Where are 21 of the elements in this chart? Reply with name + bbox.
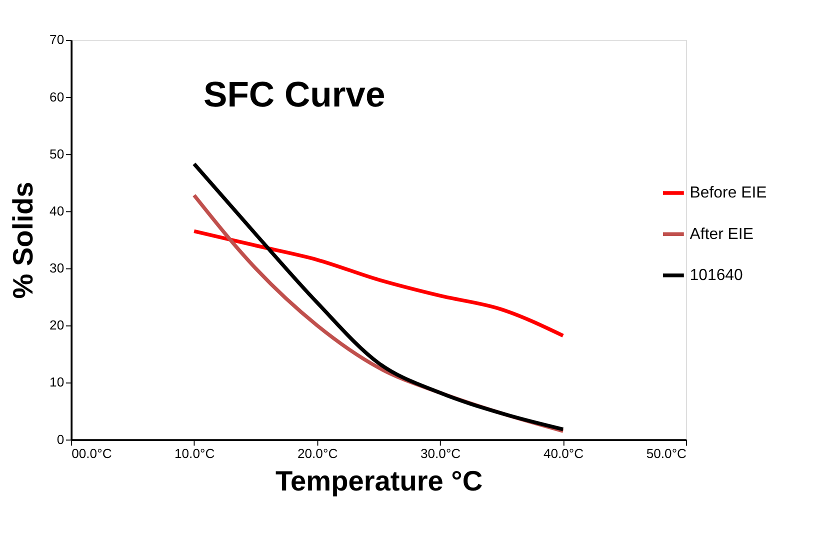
legend-label: Before EIE [690, 184, 767, 202]
x-axis-title: Temperature °C [275, 466, 483, 497]
legend-label: After EIE [690, 226, 754, 243]
y-tick-label: 0 [56, 432, 64, 447]
y-tick-label: 10 [50, 374, 64, 390]
x-tick-label: 20.0°C [297, 446, 338, 461]
x-tick-label: 10.0°C [174, 446, 215, 461]
y-tick-label: 20 [50, 318, 64, 333]
y-tick-label: 30 [50, 260, 64, 276]
x-tick-label: 00.0°C [72, 446, 112, 461]
text: SFC Curve [203, 74, 386, 114]
y-axis-title: % Solids [8, 182, 39, 299]
y-tick-label: 70 [50, 32, 64, 48]
x-tick-label: 40.0°C [543, 446, 584, 461]
line-series [192, 229, 565, 338]
y-tick-label: 50 [50, 146, 64, 162]
legend-label: 101640 [690, 267, 744, 284]
y-tick-label: 60 [50, 89, 64, 104]
x-tick-label: 50.0°C [646, 446, 687, 461]
y-tick-label: 40 [50, 203, 64, 218]
x-tick-label: 30.0°C [420, 446, 461, 461]
